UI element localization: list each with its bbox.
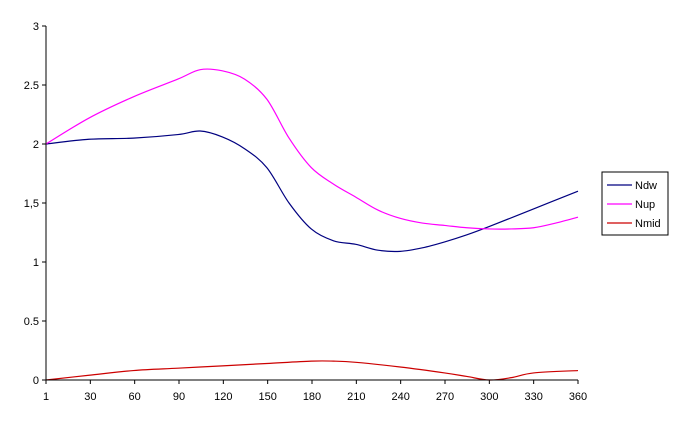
x-tick-label: 270	[436, 391, 454, 403]
x-tick-label: 150	[258, 391, 276, 403]
x-tick-label: 90	[173, 391, 185, 403]
x-tick-label: 360	[569, 391, 587, 403]
x-tick-label: 330	[524, 391, 542, 403]
y-axis-ticks: 0 0.5 1 1,5 2 2.5 3	[24, 21, 46, 387]
y-tick-label: 2	[33, 139, 39, 151]
legend-label-nup: Nup	[635, 199, 655, 211]
x-tick-label: 300	[480, 391, 498, 403]
legend-label-ndw: Ndw	[635, 180, 657, 192]
y-tick-label: 1	[33, 257, 39, 269]
x-axis-ticks: 1 30 60 90 120 150 180 210 240 270 300 330 360	[43, 380, 587, 403]
y-tick-label: 0.5	[24, 316, 39, 328]
x-tick-label: 180	[303, 391, 321, 403]
y-tick-label: 0	[33, 375, 39, 387]
y-tick-label: 2.5	[24, 80, 39, 92]
series-line-ndw	[45, 130, 579, 253]
x-tick-label: 30	[84, 391, 96, 403]
x-tick-label: 1	[43, 391, 49, 403]
series-line-nup	[45, 68, 579, 230]
y-tick-label: 3	[33, 21, 39, 33]
x-tick-label: 210	[347, 391, 365, 403]
series-layer	[45, 68, 579, 381]
x-tick-label: 60	[129, 391, 141, 403]
legend-items: Ndw Nup Nmid	[607, 180, 661, 230]
y-tick-label: 1,5	[24, 198, 39, 210]
x-tick-label: 120	[214, 391, 232, 403]
legend: Ndw Nup Nmid	[601, 171, 669, 236]
series-line-nmid	[45, 360, 579, 381]
x-tick-label: 240	[391, 391, 409, 403]
legend-label-nmid: Nmid	[635, 218, 661, 230]
